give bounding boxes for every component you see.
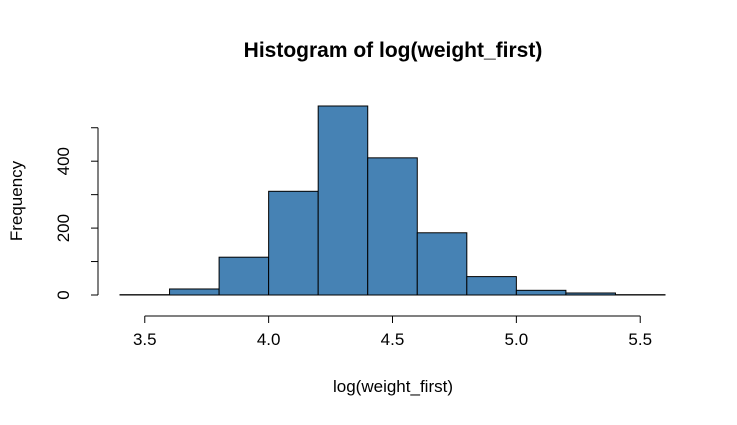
histogram-bar-6 <box>367 157 418 296</box>
y-tick-label: 400 <box>54 147 73 175</box>
histogram-bar-2 <box>169 288 220 296</box>
x-tick-label: 4.5 <box>381 330 405 349</box>
histogram-bar-8 <box>466 276 517 296</box>
x-tick-label: 5.5 <box>628 330 652 349</box>
chart-title: Histogram of log(weight_first) <box>244 39 543 62</box>
histogram-bar-7 <box>416 232 468 296</box>
y-axis: 0 200 400 <box>54 127 99 300</box>
x-tick-label: 3.5 <box>133 330 157 349</box>
x-tick-label: 5.0 <box>505 330 529 349</box>
x-tick-label: 4.0 <box>257 330 281 349</box>
histogram-bar-4 <box>268 190 319 296</box>
y-tick-label: 200 <box>54 214 73 242</box>
x-axis: 3.5 4.0 4.5 5.0 5.5 <box>133 315 652 349</box>
bars-layer <box>119 105 666 296</box>
histogram-bar-9 <box>515 289 567 296</box>
y-axis-label: Frequency <box>7 160 26 241</box>
histogram-bar-5 <box>317 105 369 296</box>
histogram-bar-10 <box>565 292 616 296</box>
y-tick-label: 0 <box>54 290 73 299</box>
x-axis-label: log(weight_first) <box>333 377 453 396</box>
histogram-bar-3 <box>218 256 270 296</box>
